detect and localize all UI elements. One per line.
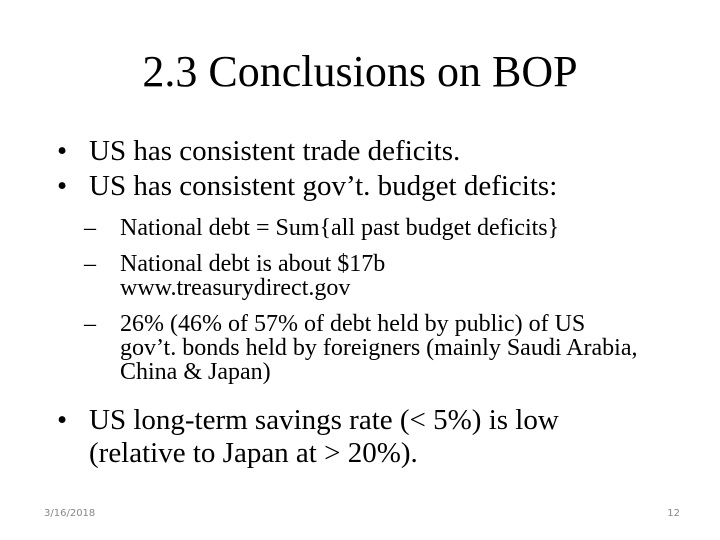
bullet-text: US long-term savings rate (< 5%) is low …: [89, 404, 559, 469]
sub-bullet-item: – National debt = Sum{all past budget de…: [84, 215, 640, 241]
sub-bullet-text: National debt = Sum{all past budget defi…: [120, 215, 560, 241]
bullet-text: US has consistent gov’t. budget deficits…: [89, 170, 558, 202]
bullet-icon: •: [57, 170, 68, 202]
sub-bullet-text: National debt is about $17b www.treasury…: [120, 251, 386, 301]
dash-icon: –: [84, 311, 96, 337]
bullet-icon: •: [57, 135, 68, 167]
sub-bullet-item: – 26% (46% of 57% of debt held by public…: [84, 311, 640, 385]
sub-bullet-text: 26% (46% of 57% of debt held by public) …: [120, 311, 638, 385]
bullet-item: • US has consistent trade deficits.: [57, 135, 461, 168]
footer-date: 3/16/2018: [44, 508, 96, 519]
bullet-icon: •: [57, 404, 68, 436]
sub-bullet-item: – National debt is about $17b www.treasu…: [84, 251, 460, 301]
dash-icon: –: [84, 215, 96, 241]
bullet-item: • US has consistent gov’t. budget defici…: [57, 170, 558, 203]
bullet-text: US has consistent trade deficits.: [89, 135, 461, 167]
dash-icon: –: [84, 251, 96, 277]
bullet-item: • US long-term savings rate (< 5%) is lo…: [57, 404, 609, 470]
page-number: 12: [667, 508, 680, 519]
slide-title: 2.3 Conclusions on BOP: [142, 47, 578, 96]
